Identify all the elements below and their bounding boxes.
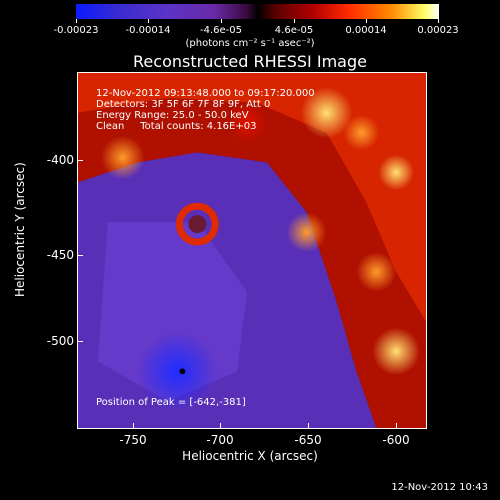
- x-tick: [396, 423, 397, 429]
- colorbar-tick: [148, 19, 149, 23]
- image-title: Reconstructed RHESSI Image: [133, 52, 367, 71]
- hotspot: [372, 327, 421, 376]
- colorbar-tick: [221, 19, 222, 23]
- hotspot: [286, 212, 327, 252]
- y-tick-label: -450: [46, 248, 74, 262]
- peak-marker: [179, 368, 186, 375]
- y-tick-label: -500: [46, 334, 74, 348]
- hotspot: [300, 86, 353, 139]
- hotspot: [356, 251, 397, 292]
- colorbar-tick: [76, 19, 77, 23]
- method-label: Clean Total counts: 4.16E+03: [96, 121, 257, 132]
- colorbar-label: 0.00023: [417, 25, 459, 36]
- y-tick: [77, 160, 83, 161]
- hotspot: [227, 102, 267, 143]
- y-tick: [77, 341, 83, 342]
- energy-range-label: Energy Range: 25.0 - 50.0 keV: [96, 110, 249, 121]
- x-tick: [133, 423, 134, 429]
- colorbar-tick: [294, 19, 295, 23]
- blue-minimum: [137, 331, 218, 412]
- colorbar-label: -0.00014: [125, 25, 171, 36]
- hotspot: [343, 114, 380, 151]
- x-tick-label: -700: [206, 433, 234, 447]
- colorbar: [76, 4, 439, 19]
- colorbar-tick: [438, 19, 439, 23]
- hotspot: [100, 135, 145, 180]
- x-tick-label: -600: [382, 433, 410, 447]
- red-ring-center: [188, 215, 207, 234]
- colorbar-units: (photons cm⁻² s⁻¹ asec⁻²): [185, 38, 315, 49]
- x-tick: [220, 423, 221, 429]
- colorbar-tick: [366, 19, 367, 23]
- x-tick: [308, 423, 309, 429]
- detectors-label: Detectors: 3F 5F 6F 7F 8F 9F, Att 0: [96, 99, 271, 110]
- rhessi-image: [78, 73, 426, 428]
- colorbar-label: 0.00014: [345, 25, 387, 36]
- red-ring: [175, 202, 219, 246]
- time-range-label: 12-Nov-2012 09:13:48.000 to 09:17:20.000: [96, 88, 315, 99]
- hotspot: [378, 154, 415, 191]
- colorbar-label: -4.6e-05: [200, 25, 242, 36]
- y-tick: [77, 255, 83, 256]
- peak-position-label: Position of Peak = [-642,-381]: [96, 397, 246, 408]
- image-panel: 12-Nov-2012 09:13:48.000 to 09:17:20.000…: [77, 72, 427, 429]
- red-region: [78, 73, 426, 428]
- footer-timestamp: 12-Nov-2012 10:43: [391, 482, 488, 493]
- colorbar-label: -0.00023: [53, 25, 99, 36]
- x-axis-title: Heliocentric X (arcsec): [182, 449, 318, 463]
- colorbar-label: 4.6e-05: [274, 25, 314, 36]
- y-tick-label: -400: [46, 153, 74, 167]
- y-axis-title: Heliocentric Y (arcsec): [13, 162, 27, 297]
- x-tick-label: -650: [294, 433, 322, 447]
- x-tick-label: -750: [119, 433, 147, 447]
